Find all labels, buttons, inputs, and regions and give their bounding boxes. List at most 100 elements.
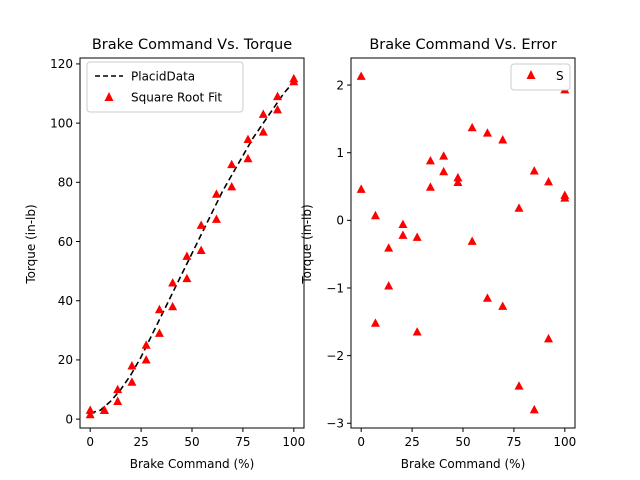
chart0-marker (273, 91, 283, 101)
right-chart-title: Brake Command Vs. Error (369, 37, 556, 53)
chart0-marker (113, 396, 123, 405)
left-chart-plot-area: 0 25 50 75 100 0 20 40 60 80 100 120 (50, 57, 305, 449)
chart0-marker (211, 214, 221, 223)
chart1-ytick-label: 1 (336, 146, 344, 160)
chart1-marker (529, 166, 539, 175)
chart1-marker (425, 182, 435, 191)
chart0-xtick-label: 25 (133, 435, 148, 449)
chart0-marker (127, 377, 137, 386)
chart1-marker (370, 318, 380, 327)
chart1-xtick-label: 100 (553, 435, 576, 449)
chart0-marker (227, 159, 237, 169)
chart0-marker (182, 251, 192, 260)
right-chart: Brake Command Vs. Error Brake Command (%… (300, 37, 576, 471)
chart1-marker (439, 151, 449, 160)
chart1-marker (467, 236, 477, 245)
chart1-marker (356, 184, 366, 193)
chart0-ytick-label: 0 (65, 412, 73, 426)
chart0-marker (289, 73, 299, 83)
chart0-marker (258, 109, 268, 118)
chart0-marker (196, 245, 206, 254)
right-chart-xlabel: Brake Command (%) (401, 457, 526, 471)
chart0-ytick-label: 100 (50, 116, 73, 130)
chart1-marker (356, 71, 366, 80)
chart1-marker (398, 219, 408, 228)
left-chart-ylabel: Torque (in-lb) (24, 204, 38, 284)
chart1-xtick-label: 50 (455, 435, 470, 449)
chart0-xtick-label: 0 (86, 435, 94, 449)
chart0-marker (168, 301, 178, 311)
chart0-ytick-label: 80 (58, 176, 73, 190)
chart1-marker (412, 232, 422, 241)
chart1-ytick-label: −1 (326, 281, 344, 295)
chart1-marker (544, 333, 554, 343)
chart0-marker (113, 384, 123, 394)
chart0-marker (168, 278, 178, 287)
chart1-marker (384, 281, 394, 290)
chart1-xtick-label: 0 (357, 435, 365, 449)
chart0-marker (243, 134, 253, 143)
chart1-marker (514, 203, 524, 212)
chart1-ytick-label: 2 (336, 78, 344, 92)
chart0-marker (127, 361, 137, 370)
chart0-marker (141, 355, 151, 364)
chart0-ytick-label: 40 (58, 294, 73, 308)
left-legend-marker-swatch (104, 92, 114, 101)
chart0-series-line (89, 81, 295, 414)
chart1-marker (544, 176, 554, 186)
chart1-ytick-label: 0 (336, 214, 344, 228)
chart1-marker (498, 135, 508, 144)
chart1-marker (453, 177, 463, 187)
left-chart-xlabel: Brake Command (%) (130, 457, 255, 471)
chart1-marker (439, 166, 449, 176)
right-chart-ylabel: Torque (in-lb) (300, 204, 314, 284)
right-chart-legend: S (510, 63, 571, 91)
left-chart-legend: PlacidData Square Root Fit (86, 61, 244, 113)
chart1-marker (412, 327, 422, 336)
chart0-marker (182, 273, 192, 283)
chart1-marker (384, 243, 394, 252)
chart0-marker (85, 405, 95, 414)
chart0-marker (196, 220, 206, 229)
chart0-marker (85, 409, 95, 419)
right-legend-label-s: S (556, 69, 564, 83)
chart1-ytick-label: −2 (326, 349, 344, 363)
chart0-ytick-label: 120 (50, 57, 73, 71)
chart1-xtick-label: 75 (506, 435, 521, 449)
right-chart-plot-area: 0 25 50 75 100 −3 −2 −1 0 1 2 (326, 57, 576, 449)
chart0-marker (258, 127, 268, 136)
chart0-marker (211, 189, 221, 198)
chart1-marker (370, 210, 380, 220)
chart1-marker (467, 122, 477, 132)
chart0-xtick-label: 50 (184, 435, 199, 449)
chart1-marker (529, 404, 539, 414)
chart1-marker (560, 193, 570, 202)
chart0-marker (273, 105, 283, 114)
chart0-ytick-label: 60 (58, 235, 73, 249)
left-legend-frame (86, 61, 244, 113)
chart0-xtick-label: 75 (235, 435, 250, 449)
left-chart: Brake Command Vs. Torque Brake Command (… (24, 37, 305, 471)
right-legend-frame (510, 63, 571, 91)
chart1-marker (398, 230, 408, 239)
chart0-marker (154, 304, 164, 314)
chart1-marker (453, 172, 463, 182)
left-chart-title: Brake Command Vs. Torque (92, 37, 292, 53)
chart1-marker (482, 128, 492, 137)
chart1-marker (498, 301, 508, 310)
chart0-marker (227, 181, 237, 191)
chart0-marker (243, 153, 253, 163)
chart0-marker (99, 405, 109, 414)
chart0-marker (154, 328, 164, 337)
chart1-marker (425, 156, 435, 165)
chart1-ytick-label: −3 (326, 417, 344, 431)
chart0-ytick-label: 20 (58, 353, 73, 367)
chart0-marker (141, 340, 151, 349)
left-legend-label-placiddata: PlacidData (131, 70, 195, 84)
left-legend-label-square-root-fit: Square Root Fit (131, 91, 222, 105)
chart1-xtick-label: 25 (404, 435, 419, 449)
chart1-marker (482, 293, 492, 302)
chart0-xtick-label: 100 (282, 435, 305, 449)
chart1-marker (514, 381, 524, 390)
